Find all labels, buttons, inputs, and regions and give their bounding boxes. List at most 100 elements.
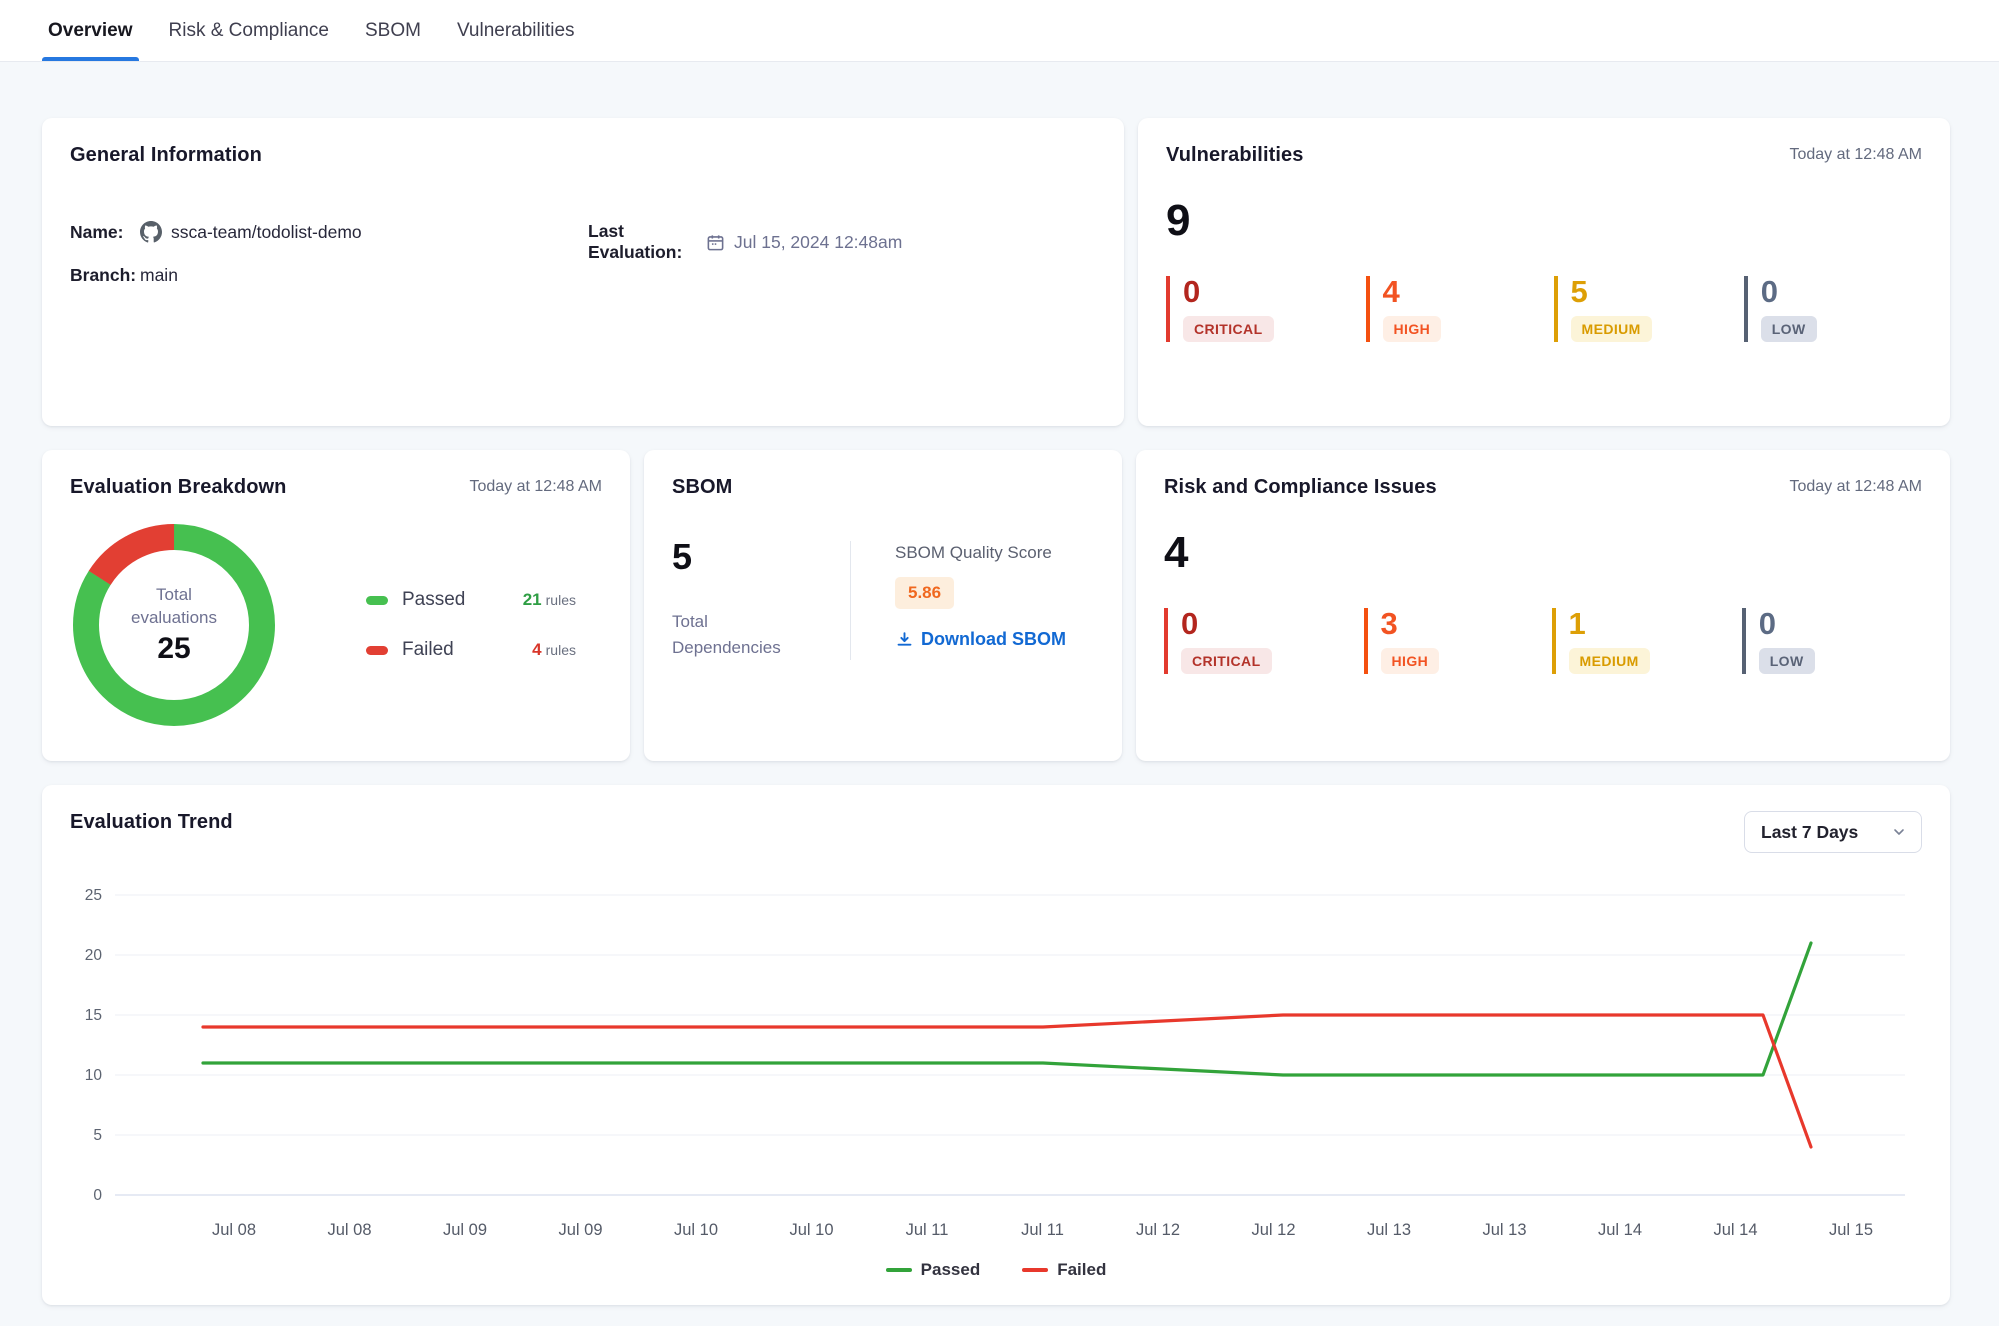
- sbom-title: SBOM: [672, 476, 733, 498]
- x-axis-tick-label: Jul 11: [1021, 1221, 1064, 1239]
- severity-medium: 1 MEDIUM: [1551, 608, 1650, 674]
- evaluation-trend-card: Evaluation Trend Last 7 Days 0 5 10 15 20 25 J…: [42, 785, 1950, 1305]
- download-icon: [895, 630, 914, 649]
- severity-high: 3 HIGH: [1363, 606, 1460, 674]
- tab-vulnerabilities[interactable]: Vulnerabilities: [456, 19, 575, 41]
- risk-compliance-title: Risk and Compliance Issues: [1164, 476, 1437, 498]
- trend-legend-label: Failed: [1057, 1260, 1107, 1279]
- legend-count: 21: [522, 590, 542, 609]
- tab-risk-compliance[interactable]: Risk & Compliance: [168, 19, 330, 41]
- tab-overview[interactable]: Overview: [30, 0, 151, 61]
- x-axis-tick-label: Jul 13: [1482, 1221, 1526, 1239]
- trend-line-failed: [201, 1013, 1813, 1149]
- vulnerabilities-timestamp: Today at 12:48 AM: [1789, 146, 1922, 163]
- x-axis-tick-label: Jul 14: [1598, 1221, 1642, 1239]
- general-information-body: Name: ssca-team/todolist-demo Branch: ma…: [42, 221, 1124, 286]
- general-information-title: General Information: [70, 144, 262, 166]
- evaluation-trend-title: Evaluation Trend: [70, 811, 233, 833]
- github-icon: [140, 221, 162, 243]
- trend-legend-label: Passed: [920, 1260, 981, 1279]
- total-dependencies-label: Total Dependencies: [672, 612, 781, 658]
- legend-unit: rules: [545, 642, 576, 658]
- repo-name-row: Name: ssca-team/todolist-demo: [70, 221, 588, 243]
- x-axis-tick-label: Jul 09: [443, 1221, 487, 1239]
- legend-item-failed: Failed 4 rules: [366, 639, 576, 661]
- legend-unit: rules: [545, 592, 576, 608]
- risk-compliance-card: Risk and Compliance Issues Today at 12:4…: [1136, 450, 1950, 761]
- risk-compliance-severity-row: 0 CRITICAL 3 HIGH 1 MEDIUM 0 LOW: [1136, 608, 1950, 674]
- severity-count: 0: [1183, 274, 1201, 309]
- tab-sbom[interactable]: SBOM: [365, 19, 421, 41]
- severity-count: 3: [1380, 606, 1398, 641]
- y-axis-tick-label: 5: [93, 1127, 102, 1144]
- severity-badge: HIGH: [1382, 315, 1442, 342]
- divider: [850, 541, 851, 660]
- branch-value: main: [140, 265, 178, 285]
- date-range-select[interactable]: Last 7 Days: [1744, 811, 1922, 853]
- x-axis-tick-label: Jul 14: [1713, 1221, 1757, 1239]
- download-sbom-link[interactable]: Download SBOM: [895, 629, 1066, 650]
- risk-compliance-timestamp: Today at 12:48 AM: [1789, 478, 1922, 495]
- x-axis-tick-label: Jul 13: [1367, 1221, 1411, 1239]
- y-axis-tick-label: 15: [85, 1007, 102, 1024]
- trend-line-passed: [201, 941, 1813, 1077]
- vulnerabilities-severity-row: 0 CRITICAL 4 HIGH 5 MEDIUM 0 LOW: [1138, 276, 1950, 342]
- x-axis-tick-label: Jul 12: [1136, 1221, 1180, 1239]
- x-axis-tick-label: Jul 10: [789, 1221, 833, 1239]
- evaluation-breakdown-title: Evaluation Breakdown: [70, 476, 287, 498]
- severity-critical: 0 CRITICAL: [1164, 608, 1272, 674]
- evaluation-breakdown-card: Evaluation Breakdown Today at 12:48 AM T…: [42, 450, 630, 761]
- repo-name-value: ssca-team/todolist-demo: [171, 221, 362, 242]
- evaluations-donut-chart: Total evaluations 25: [70, 521, 278, 729]
- legend-swatch: [366, 645, 388, 655]
- trend-legend-item-passed: Passed: [885, 1260, 981, 1280]
- sbom-quality-score-badge: 5.86: [895, 577, 955, 609]
- severity-low: 0 LOW: [1743, 276, 1840, 342]
- evaluation-trend-chart: 0 5 10 15 20 25 Jul 08 Jul 08 Jul 09 Jul 09 Jul 10…: [42, 867, 1950, 1254]
- download-sbom-label: Download SBOM: [921, 629, 1066, 649]
- severity-badge: CRITICAL: [1183, 315, 1274, 342]
- x-axis-tick-label: Jul 12: [1251, 1221, 1295, 1239]
- donut-center-label-2: evaluations: [130, 607, 217, 627]
- legend-swatch: [366, 595, 388, 605]
- legend-count: 4: [532, 640, 542, 659]
- general-information-card: General Information Name: ssca-team/todo…: [42, 118, 1124, 426]
- sbom-quality-score-label: SBOM Quality Score: [895, 543, 1052, 562]
- severity-badge: LOW: [1760, 315, 1817, 342]
- donut-segment-failed: [73, 524, 275, 726]
- last-evaluation-label: Last Evaluation:: [588, 221, 683, 262]
- vulnerabilities-title: Vulnerabilities: [1166, 144, 1304, 166]
- x-axis-tick-label: Jul 09: [558, 1221, 602, 1239]
- branch-row: Branch: main: [70, 265, 588, 286]
- severity-low: 0 LOW: [1741, 606, 1838, 674]
- severity-badge: HIGH: [1380, 647, 1440, 674]
- y-axis-tick-label: 10: [85, 1067, 103, 1084]
- last-evaluation-value: Jul 15, 2024 12:48am: [734, 231, 903, 252]
- date-range-value: Last 7 Days: [1761, 821, 1859, 842]
- x-axis-tick-label: Jul 08: [212, 1221, 256, 1239]
- vulnerabilities-total: 9: [1166, 196, 1191, 245]
- total-dependencies-count: 5: [672, 536, 693, 577]
- severity-critical: 0 CRITICAL: [1166, 276, 1274, 342]
- evaluation-breakdown-legend: Passed 21 rules Failed 4 rules: [366, 589, 576, 661]
- severity-badge: MEDIUM: [1570, 315, 1652, 342]
- y-axis-tick-label: 0: [93, 1187, 102, 1204]
- dashboard-page: General Information Name: ssca-team/todo…: [0, 62, 1999, 1305]
- donut-center-label-1: Total: [156, 584, 192, 604]
- severity-badge: CRITICAL: [1181, 647, 1272, 674]
- severity-badge: MEDIUM: [1568, 647, 1650, 674]
- severity-medium: 5 MEDIUM: [1553, 276, 1652, 342]
- legend-label: Failed: [402, 639, 454, 660]
- name-label: Name:: [70, 221, 124, 242]
- y-axis-tick-label: 20: [85, 947, 103, 964]
- legend-item-passed: Passed 21 rules: [366, 589, 576, 611]
- evaluation-breakdown-timestamp: Today at 12:48 AM: [469, 478, 602, 495]
- risk-compliance-total: 4: [1164, 528, 1189, 577]
- severity-count: 0: [1758, 606, 1776, 641]
- chevron-down-icon: [1891, 824, 1907, 840]
- donut-center-total: 25: [157, 632, 191, 666]
- severity-count: 0: [1181, 606, 1199, 641]
- branch-label: Branch:: [70, 265, 137, 285]
- severity-count: 4: [1382, 274, 1400, 309]
- y-axis-tick-label: 25: [85, 887, 102, 904]
